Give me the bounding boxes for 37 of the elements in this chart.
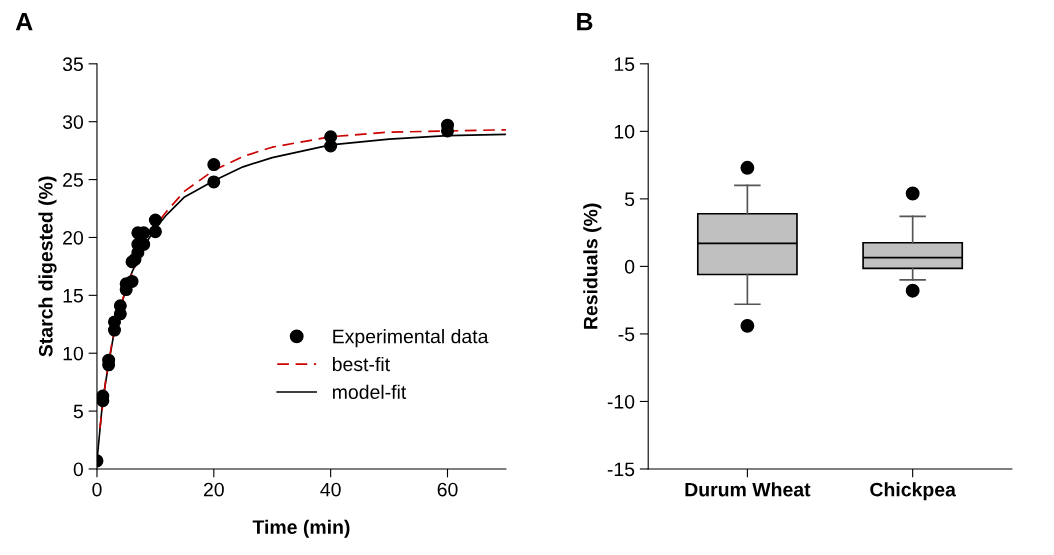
x-axis-title: Time (min): [252, 519, 350, 538]
y-tick-label: -15: [607, 462, 635, 477]
text: B: [577, 13, 593, 31]
y-tick-label: 25: [63, 173, 83, 187]
x-tick-label: Durum Wheat: [685, 482, 811, 497]
y-tick-label: 20: [63, 230, 84, 245]
y-tick-label: 10: [614, 124, 635, 139]
y-tick-label: -5: [618, 327, 635, 342]
point: [125, 274, 139, 288]
point: [107, 323, 121, 337]
point: [148, 225, 162, 239]
x-tick-label: 40: [320, 482, 341, 497]
y-axis-title: Starch digested (%): [38, 176, 57, 357]
point: [148, 213, 162, 227]
legend-label: Experimental data: [333, 329, 489, 348]
y-axis-title: Residuals (%): [583, 203, 602, 329]
y-tick-label: 0: [624, 259, 635, 274]
x-tick-label: 20: [203, 482, 224, 497]
legend-label: model-fit: [333, 384, 407, 400]
x-tick-label: Chickpea: [870, 482, 957, 501]
point: [113, 307, 127, 321]
point: [207, 158, 221, 172]
y-tick-label: 0: [73, 462, 84, 477]
y-tick-label: 15: [63, 289, 83, 303]
text: A: [15, 13, 33, 31]
y-tick-label: 35: [62, 57, 83, 72]
point: [207, 175, 221, 189]
x-tick-label: 0: [92, 482, 102, 497]
point: [324, 139, 338, 153]
y-tick-label: 10: [63, 346, 84, 361]
legend-label: best-fit: [332, 356, 390, 372]
y-tick-label: 30: [62, 115, 84, 129]
y-tick-label: -10: [607, 394, 635, 409]
y-tick-label: 5: [624, 192, 635, 207]
x-tick-label: 60: [437, 482, 458, 497]
y-tick-label: 15: [614, 57, 635, 72]
y-tick-label: 5: [73, 404, 83, 419]
